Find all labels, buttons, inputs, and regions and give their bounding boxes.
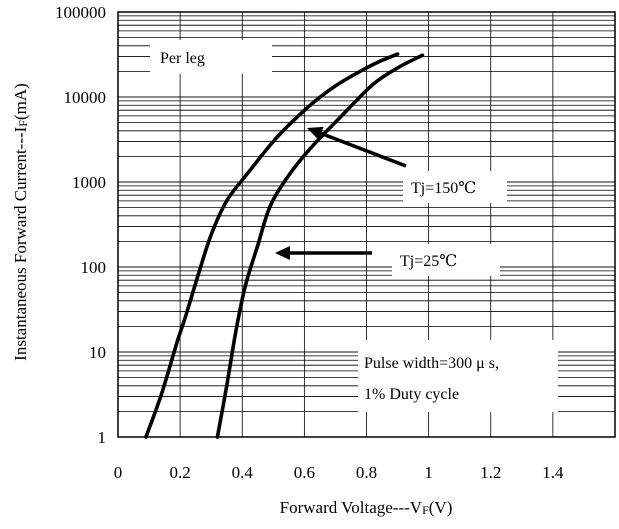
arrow-layer: [275, 126, 407, 260]
arrow-tj25-head: [275, 246, 290, 260]
y-tick-label: 1000: [72, 173, 106, 192]
x-tick-label: 0.4: [232, 463, 254, 482]
x-tick-label: 0.8: [356, 463, 377, 482]
y-axis-title: Instantaneous Forward Current---IF(mA): [11, 83, 30, 361]
y-tick-label: 100: [81, 258, 107, 277]
arrow-tj150-shaft: [320, 131, 407, 168]
tj150-label: Tj=150℃: [411, 180, 476, 197]
plot-frame: [117, 11, 616, 438]
tick-labels: 0 0.2 0.4 0.6 0.8 1 1.2 1.4 1 10 100 1000 10000 10000…: [55, 3, 564, 482]
y-tick-label: 1: [98, 428, 107, 447]
x-tick-label: 0: [114, 463, 123, 482]
x-tick-label: 1: [424, 463, 433, 482]
annotation-backgrounds: [150, 40, 558, 412]
y-tick-label: 10000: [64, 88, 107, 107]
grid-layer: [118, 11, 615, 437]
pulse-note-box: [358, 340, 558, 412]
pulse-width-label: Pulse width=300 μ s,: [364, 355, 499, 372]
arrow-tj150-head: [307, 126, 324, 140]
x-tick-label: 0.6: [294, 463, 315, 482]
x-tick-label: 1.2: [480, 463, 501, 482]
x-tick-label: 0.2: [170, 463, 191, 482]
tj25-box: [392, 244, 500, 276]
per-leg-label: Per leg: [160, 50, 205, 67]
y-tick-label: 10: [89, 343, 106, 362]
tj150-box: [403, 171, 507, 203]
duty-cycle-label: 1% Duty cycle: [364, 386, 459, 403]
x-tick-label: 1.4: [542, 463, 564, 482]
tj25-label: Tj=25℃: [400, 253, 457, 270]
per-leg-box: [150, 40, 272, 74]
y-tick-label: 100000: [55, 3, 106, 22]
x-axis-title: Forward Voltage---VF(V): [280, 498, 453, 517]
series-line-tj150: [144, 52, 400, 439]
series-layer: [144, 52, 425, 439]
series-line-tj25: [215, 53, 425, 439]
